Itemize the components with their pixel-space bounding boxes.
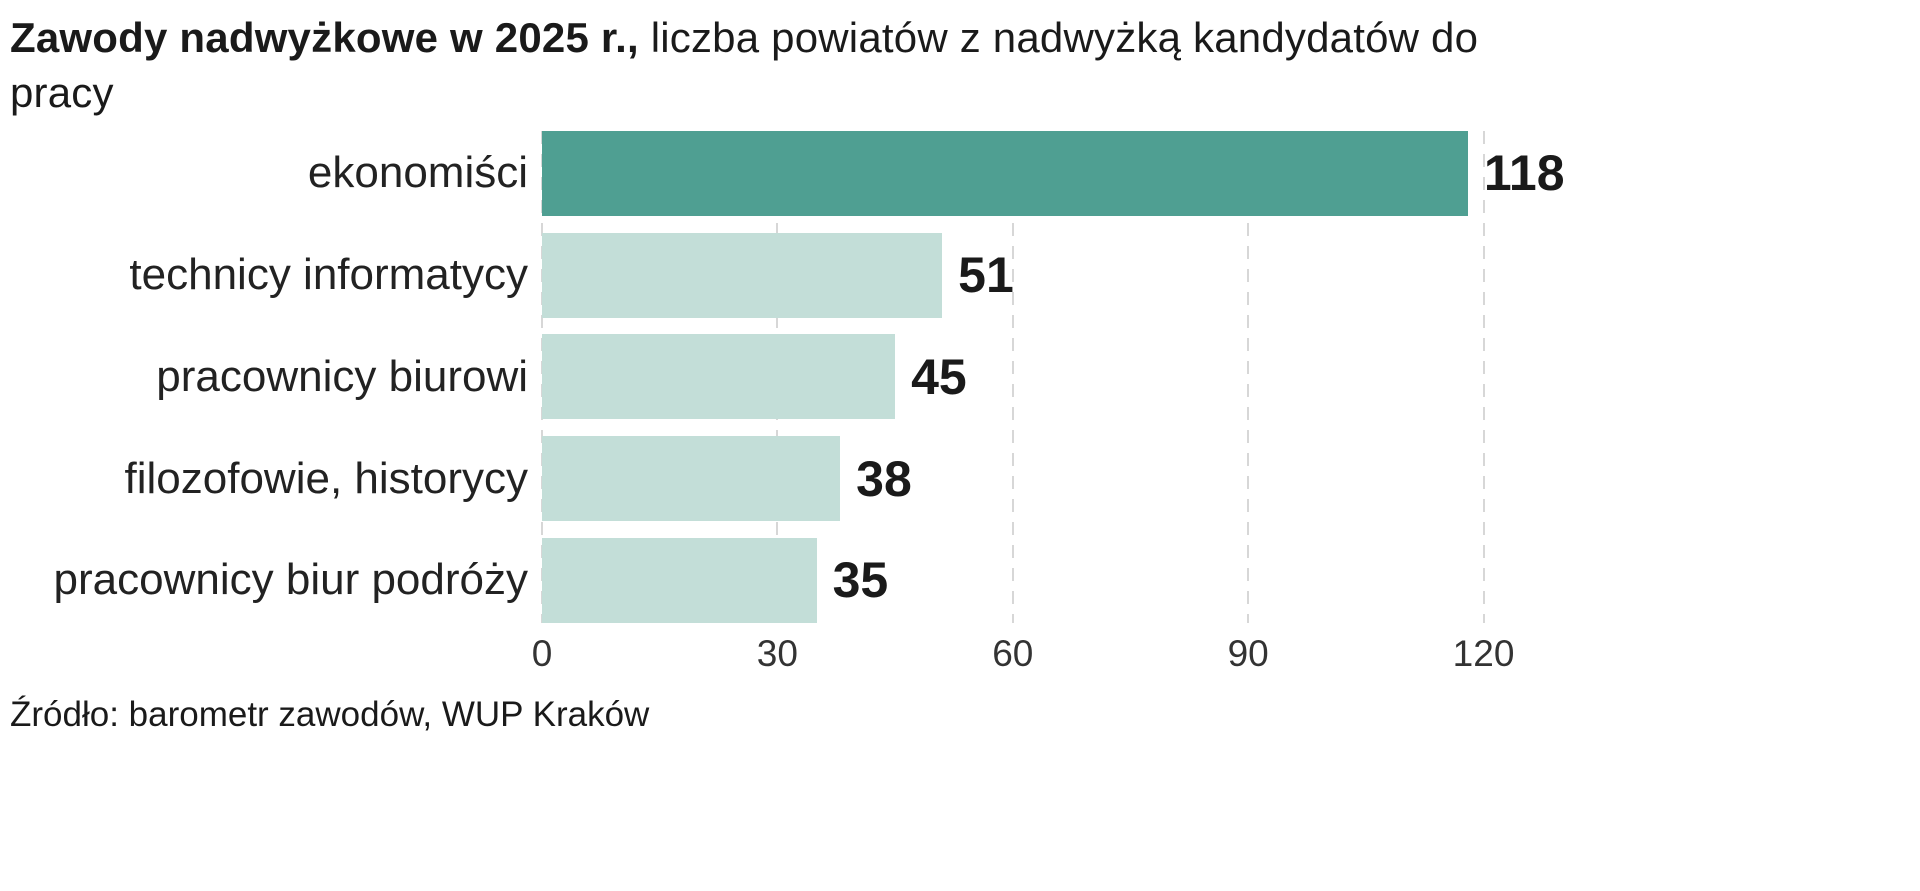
bar-row: pracownicy biur podróży 35 bbox=[10, 537, 1570, 623]
gridline bbox=[1011, 130, 1014, 623]
bar-row: technicy informatycy 51 bbox=[10, 232, 1570, 318]
bar bbox=[542, 436, 841, 522]
category-label: ekonomiści bbox=[307, 148, 528, 198]
bar-chart: ekonomiści 118 technicy informatycy 51 p… bbox=[10, 130, 1570, 623]
chart-title-bold: Zawody nadwyżkowe w 2025 r., bbox=[10, 14, 639, 61]
bar-row: ekonomiści 118 bbox=[10, 130, 1570, 216]
bar-value-label: 35 bbox=[832, 552, 889, 609]
bar-row: pracownicy biurowi 45 bbox=[10, 334, 1570, 420]
bar bbox=[542, 537, 817, 623]
bar-value-label: 118 bbox=[1483, 145, 1565, 202]
bar bbox=[542, 130, 1468, 216]
category-label: pracownicy biurowi bbox=[156, 351, 528, 401]
tick-label: 90 bbox=[1227, 632, 1269, 674]
bar-area: 35 bbox=[542, 537, 1562, 623]
gridline bbox=[1247, 130, 1250, 623]
category-label: pracownicy biur podróży bbox=[53, 555, 528, 605]
source-caption: Źródło: barometr zawodów, WUP Kraków bbox=[10, 694, 650, 734]
tick-label: 60 bbox=[992, 632, 1034, 674]
bar bbox=[542, 232, 943, 318]
bar-area: 38 bbox=[542, 436, 1562, 522]
bar-value-label: 45 bbox=[911, 348, 967, 405]
bar-row: filozofowie, historycy 38 bbox=[10, 436, 1570, 522]
gridline bbox=[1482, 130, 1485, 623]
tick-label: 120 bbox=[1452, 632, 1515, 674]
bar-value-label: 38 bbox=[856, 450, 912, 507]
x-axis: 0 30 60 90 120 bbox=[532, 623, 1562, 679]
chart-title: Zawody nadwyżkowe w 2025 r., liczba powi… bbox=[10, 10, 1550, 121]
bar bbox=[542, 334, 896, 420]
tick-label: 0 bbox=[531, 632, 553, 674]
bar-rows: ekonomiści 118 technicy informatycy 51 p… bbox=[10, 130, 1570, 623]
tick-label: 30 bbox=[756, 632, 798, 674]
category-label: filozofowie, historycy bbox=[124, 453, 528, 503]
bar-area: 45 bbox=[542, 334, 1562, 420]
chart-title-rest: liczba powiatów z nadwyżką kandydatów do… bbox=[10, 14, 1479, 117]
bar-value-label: 51 bbox=[958, 247, 1014, 304]
bar-area: 51 bbox=[542, 232, 1562, 318]
bar-area: 118 bbox=[542, 130, 1565, 216]
category-label: technicy informatycy bbox=[129, 250, 528, 300]
